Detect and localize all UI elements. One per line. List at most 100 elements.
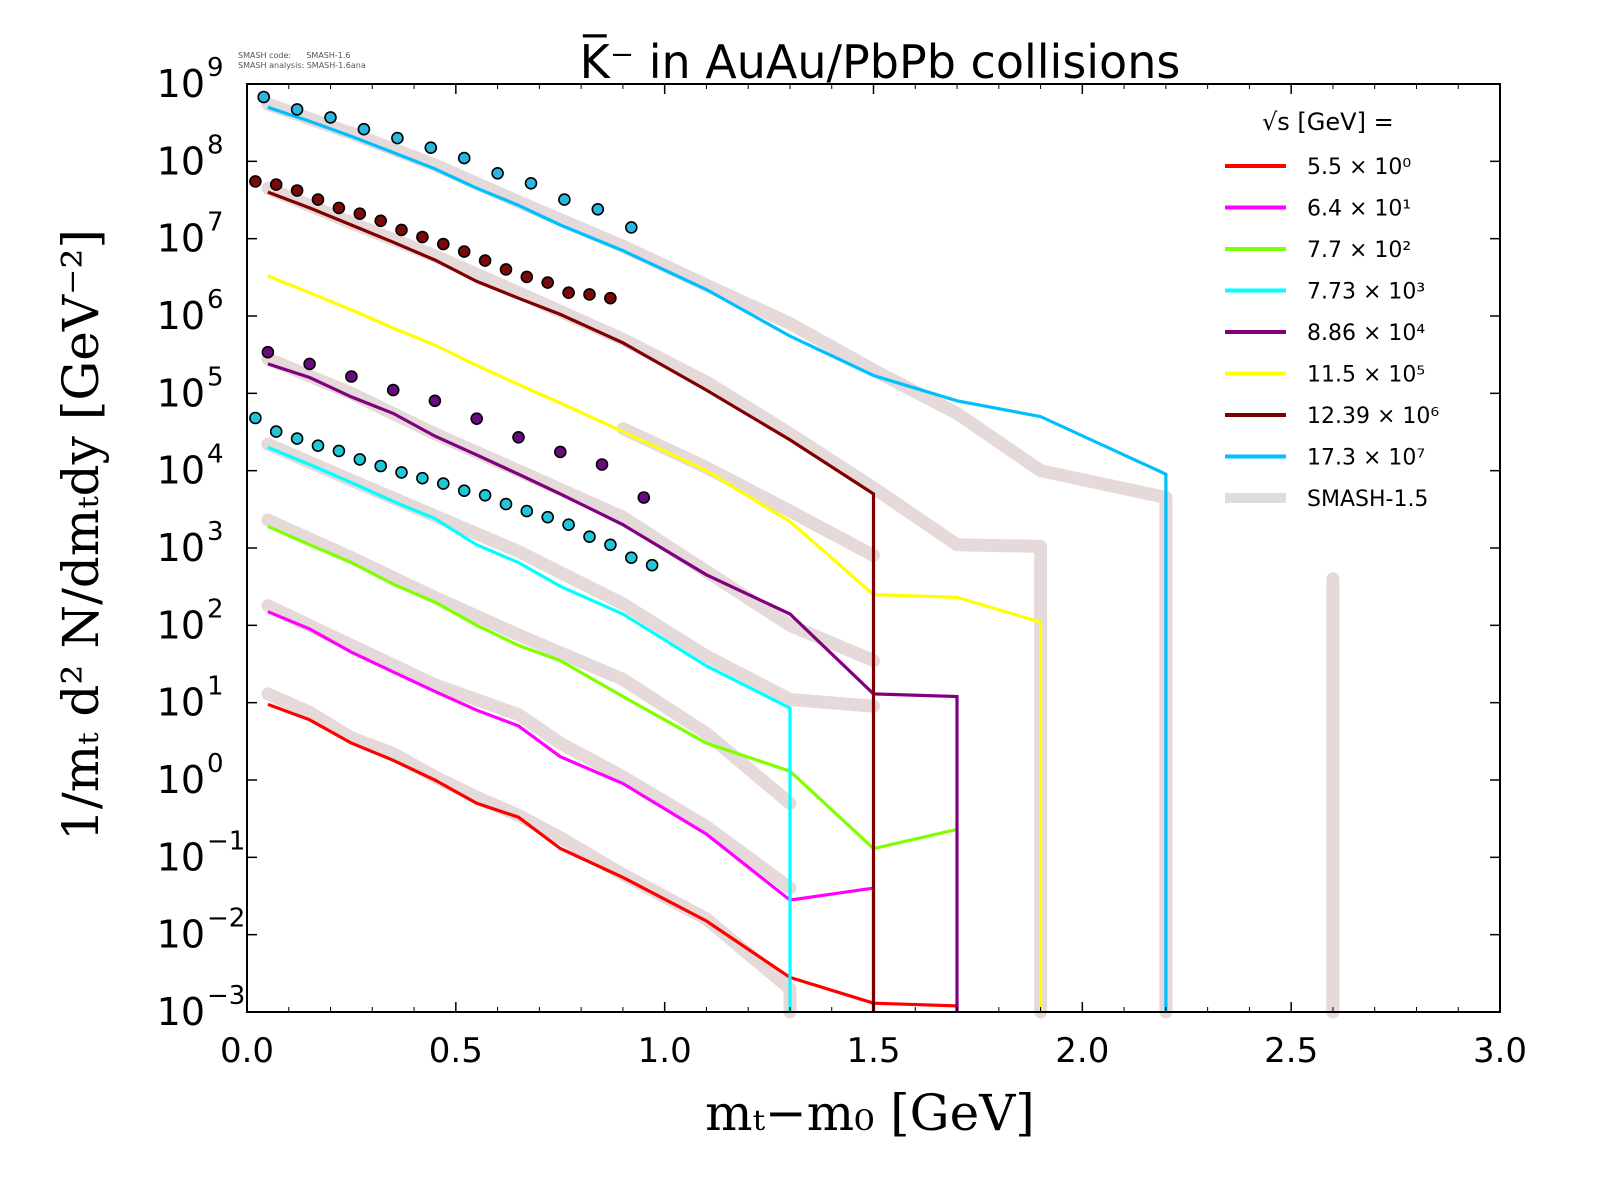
data-point-1-6 — [374, 214, 388, 228]
y-tick-label-exponent: 2 — [207, 594, 224, 624]
data-point-3-11 — [478, 488, 492, 502]
data-point-3-14 — [541, 510, 555, 524]
x-tick-labels: 0.0 0.5 1.0 1.5 2.0 2.5 3.0 — [220, 1031, 1527, 1071]
data-point-1-2 — [290, 184, 304, 197]
data-point-2-4 — [428, 394, 442, 408]
data-point-2-2 — [345, 370, 358, 383]
y-tick-label: 10 — [157, 62, 205, 106]
data-point-3-17 — [604, 538, 617, 552]
data-point-0-10 — [591, 203, 605, 216]
y-tick-label: 10 — [157, 526, 205, 570]
data-point-2-9 — [637, 491, 651, 504]
data-point-3-5 — [353, 453, 367, 466]
data-point-2-6 — [512, 430, 525, 444]
data-point-0-9 — [558, 193, 571, 206]
series-line-5 — [267, 274, 1043, 1012]
series-line-4 — [267, 362, 959, 1012]
y-tick-label-exponent: 4 — [207, 440, 224, 470]
data-point-0-8 — [524, 177, 538, 190]
data-point-0-1 — [290, 103, 304, 116]
series-line-1 — [267, 610, 876, 1012]
data-point-1-4 — [332, 201, 346, 215]
data-point-3-18 — [624, 551, 638, 565]
data-point-0-5 — [424, 141, 438, 154]
x-axis-label: mₜ−m₀ [GeV] — [705, 1084, 1035, 1142]
data-point-3-0 — [249, 411, 262, 425]
y-tick-label-exponent: 6 — [207, 285, 224, 315]
y-tick-label-exponent: 3 — [207, 517, 224, 547]
y-tick-label: 10 — [157, 294, 205, 338]
data-point-3-10 — [457, 484, 471, 498]
reference-line-6 — [261, 181, 1048, 1019]
data-point-1-17 — [604, 291, 617, 305]
code-note-2: SMASH analysis: SMASH-1.6ana — [238, 61, 366, 70]
data-point-3-7 — [395, 466, 408, 479]
data-point-2-5 — [470, 412, 484, 426]
data-point-0-6 — [457, 151, 471, 165]
data-point-0-11 — [624, 221, 638, 234]
data-point-1-15 — [562, 286, 575, 300]
data-point-3-8 — [416, 471, 429, 485]
data-point-3-16 — [583, 530, 596, 544]
legend-label-3: 7.73 × 10³ — [1307, 280, 1425, 305]
data-point-3-9 — [436, 477, 450, 490]
x-tick-label: 0.0 — [220, 1031, 274, 1071]
y-tick-label-exponent: 0 — [207, 749, 224, 779]
y-tick-label-exponent: −1 — [207, 826, 245, 856]
reference-line-1 — [261, 599, 797, 895]
y-tick-label: 10 — [157, 835, 205, 879]
y-tick-labels: 10 −310 −210 −110 010 110 210 310 410 510 610 710 81… — [157, 53, 246, 1034]
legend-label-6: 12.39 × 10⁶ — [1307, 404, 1439, 429]
series-line-6 — [267, 190, 876, 1012]
x-tick-label: 2.0 — [1055, 1031, 1109, 1071]
legend-label-0: 5.5 × 10⁰ — [1307, 155, 1411, 180]
data-point-3-3 — [311, 439, 325, 453]
legend-label-4: 8.86 × 10⁴ — [1307, 321, 1425, 346]
data-point-1-12 — [499, 263, 513, 276]
data-point-1-14 — [541, 276, 555, 289]
data-point-1-11 — [478, 254, 492, 267]
series-line-3 — [267, 445, 792, 1012]
data-point-3-2 — [290, 432, 304, 445]
legend-title: √s [GeV] = — [1262, 108, 1394, 136]
y-tick-label: 10 — [157, 758, 205, 802]
y-tick-label: 10 — [157, 371, 205, 415]
reference-line-4 — [261, 352, 880, 668]
data-point-3-15 — [562, 518, 575, 532]
legend-label-5: 11.5 × 10⁵ — [1307, 363, 1425, 388]
y-tick-label-exponent: −3 — [207, 981, 245, 1011]
y-tick-label: 10 — [157, 681, 205, 725]
y-tick-label-exponent: 9 — [207, 53, 224, 83]
reference-line-7 — [261, 97, 1173, 1019]
y-tick-label: 10 — [157, 913, 205, 957]
data-point-1-16 — [583, 288, 596, 301]
data-point-1-13 — [520, 270, 534, 284]
data-point-3-6 — [374, 459, 388, 473]
data-point-0-0 — [257, 90, 271, 104]
legend-label-8: SMASH-1.5 — [1307, 487, 1428, 512]
y-tick-label-exponent: 8 — [207, 130, 224, 160]
data-point-2-8 — [595, 458, 609, 471]
data-point-0-3 — [357, 122, 371, 136]
data-point-1-9 — [436, 237, 450, 251]
y-tick-label: 10 — [157, 603, 205, 647]
reference-line-5 — [616, 422, 880, 562]
plot-area — [246, 83, 1501, 1019]
data-point-2-1 — [303, 357, 316, 371]
y-tick-label: 10 — [157, 449, 205, 493]
code-note-1: SMASH code: SMASH-1.6 — [238, 51, 351, 60]
data-point-3-4 — [332, 444, 346, 458]
x-tick-label: 0.5 — [429, 1031, 483, 1071]
data-point-2-3 — [386, 383, 400, 397]
data-point-1-0 — [249, 175, 262, 188]
y-tick-label-exponent: 5 — [207, 362, 224, 392]
y-axis-label: 1/mₜ d² N/dmₜdy [GeV⁻²] — [52, 229, 110, 841]
data-point-1-3 — [311, 193, 325, 206]
data-point-0-4 — [391, 131, 404, 145]
series-line-0 — [267, 702, 959, 1012]
data-point-1-5 — [353, 207, 367, 220]
data-point-3-12 — [499, 497, 513, 511]
series-line-7 — [267, 105, 1168, 1012]
data-point-1-8 — [416, 230, 429, 244]
data-point-2-0 — [261, 345, 275, 359]
